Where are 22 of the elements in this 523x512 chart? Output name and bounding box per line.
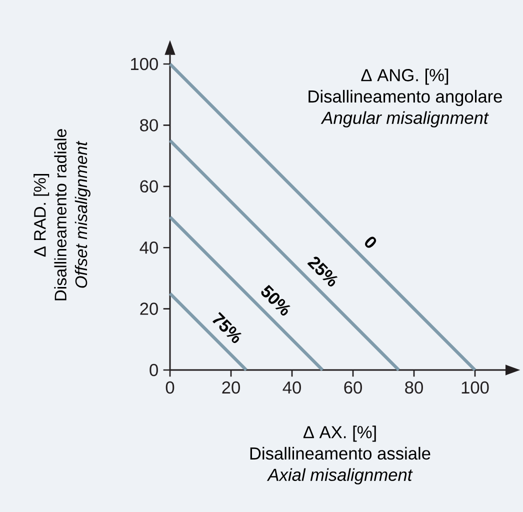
x-tick-label: 40 <box>282 381 301 394</box>
y-tick-label: 0 <box>150 364 158 376</box>
y-tick-label: 60 <box>140 180 158 193</box>
annotation: Disallineamento angolare <box>308 90 502 106</box>
text: 0 <box>365 236 376 248</box>
x-tick-label: 100 <box>462 381 489 394</box>
text: Disallineamento assiale <box>250 446 430 460</box>
x-tick-label: 60 <box>344 381 362 394</box>
y-tick-label: 40 <box>140 241 158 254</box>
text: Offset misalignment <box>74 140 90 288</box>
y-tick-label: 20 <box>140 302 158 315</box>
x-tick-label: 0 <box>166 381 174 394</box>
text: Axial misalignment <box>266 468 413 484</box>
text: Disallineamento radiale <box>54 129 66 300</box>
x-axis-title: Δ AX. [%] <box>303 426 376 442</box>
x-tick-label: 80 <box>405 381 423 394</box>
legend-title: Δ ANG. [%] <box>361 68 448 85</box>
x-tick-label: 20 <box>222 381 240 394</box>
annotation: Angular misalignment <box>320 111 489 128</box>
y-tick-label: 100 <box>131 58 158 70</box>
y-tick-label: 80 <box>140 119 158 132</box>
y-axis-title: Δ RAD. [%] <box>34 174 50 257</box>
